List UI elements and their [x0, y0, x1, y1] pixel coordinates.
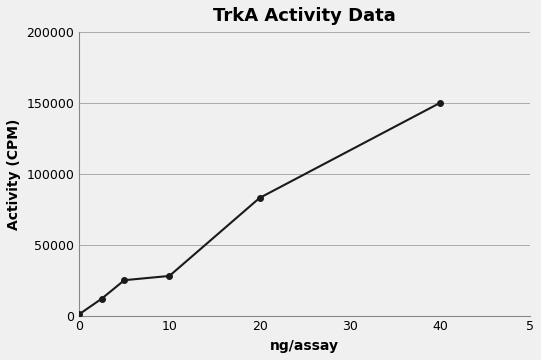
Title: TrkA Activity Data: TrkA Activity Data	[213, 7, 396, 25]
X-axis label: ng/assay: ng/assay	[270, 339, 339, 353]
Y-axis label: Activity (CPM): Activity (CPM)	[7, 118, 21, 230]
